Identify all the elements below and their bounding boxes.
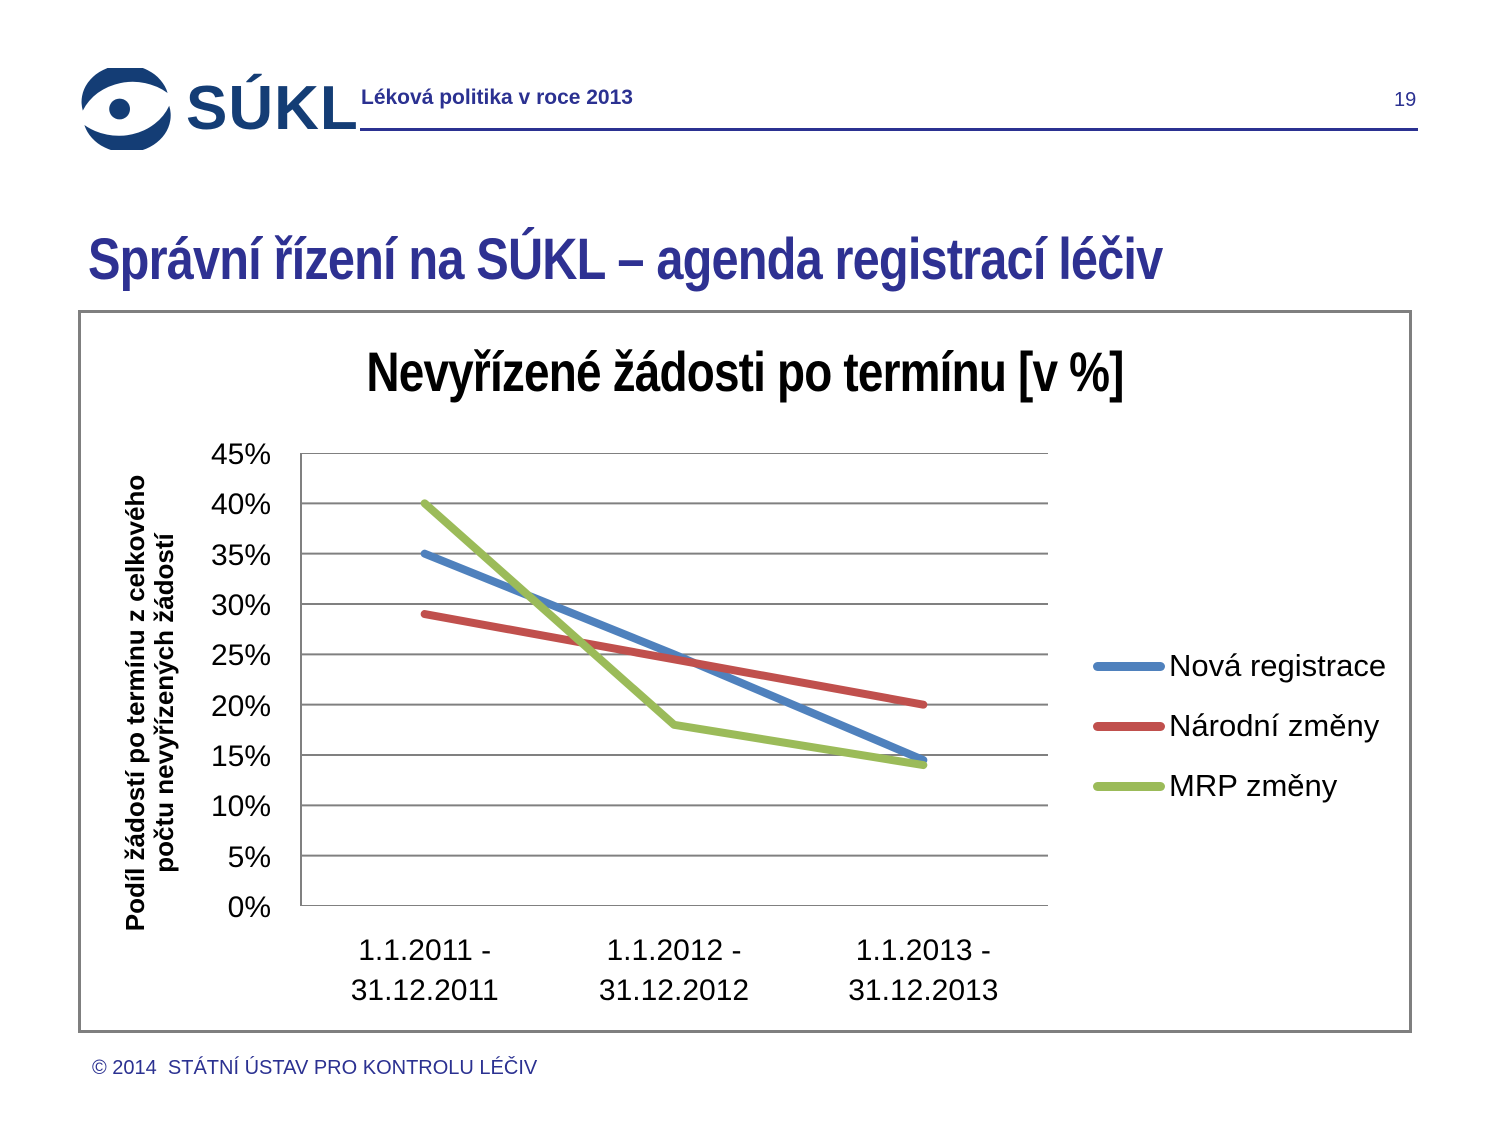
series-line-2 (420, 499, 928, 770)
sukl-eye-icon (81, 68, 171, 150)
chart-legend: Nová registrace Národní změny MRP změny (1093, 646, 1386, 826)
legend-item: Národní změny (1093, 706, 1386, 746)
y-axis-tick: 0% (227, 891, 271, 924)
chart-title: Nevyřízené žádosti po termínu [v %] (366, 340, 1124, 403)
y-axis-tick: 30% (210, 589, 271, 622)
x-axis-label: 1.1.2011 - 31.12.2011 (350, 934, 499, 1007)
legend-label: Nová registrace (1169, 648, 1387, 683)
header-title: Léková politika v roce 2013 (361, 86, 633, 109)
x-axis-labels: 1.1.2011 - 31.12.2011 1.1.2012 - 31.12.20… (300, 931, 1048, 1021)
legend-swatch (1093, 661, 1165, 671)
series-line-0 (420, 549, 928, 765)
legend-item: MRP změny (1093, 766, 1386, 806)
y-axis-tick: 10% (210, 790, 271, 824)
legend-swatch (1093, 781, 1165, 791)
y-axis-ticks: 45% 40% 35% 30% 25% 20% 15% 10% 5% 0% (189, 438, 271, 924)
y-axis-tick: 25% (210, 639, 271, 673)
footer-copyright: © 2014 STÁTNÍ ÚSTAV PRO KONTROLU LÉČIV (92, 1057, 538, 1079)
y-axis-tick: 35% (210, 538, 271, 572)
legend-swatch (1093, 721, 1165, 731)
chart-container: Nevyřízené žádosti po termínu [v %] Podí… (78, 310, 1412, 1033)
legend-label: Národní změny (1169, 708, 1380, 743)
sukl-logo: SÚKL (78, 68, 359, 150)
legend-label: MRP změny (1169, 768, 1338, 803)
y-axis-tick: 5% (227, 840, 271, 874)
logo-text: SÚKL (186, 74, 359, 143)
y-axis-tick: 15% (210, 740, 271, 773)
x-axis-label: 1.1.2012 - 31.12.2012 (598, 934, 750, 1007)
y-axis-title: Podíl žádostí po termínu z celkového poč… (120, 474, 179, 932)
y-axis-tick: 20% (210, 689, 271, 723)
slide-title: Správní řízení na SÚKL – agenda registra… (88, 227, 1163, 292)
y-axis-tick: 40% (210, 488, 271, 522)
legend-item: Nová registrace (1093, 646, 1386, 686)
header-rule (360, 128, 1418, 131)
page-number: 19 (1394, 89, 1417, 111)
y-axis-tick: 45% (210, 438, 271, 471)
x-axis-label: 1.1.2013 - 31.12.2013 (848, 934, 999, 1007)
series-line-1 (420, 610, 928, 709)
plot-svg (300, 453, 1048, 906)
